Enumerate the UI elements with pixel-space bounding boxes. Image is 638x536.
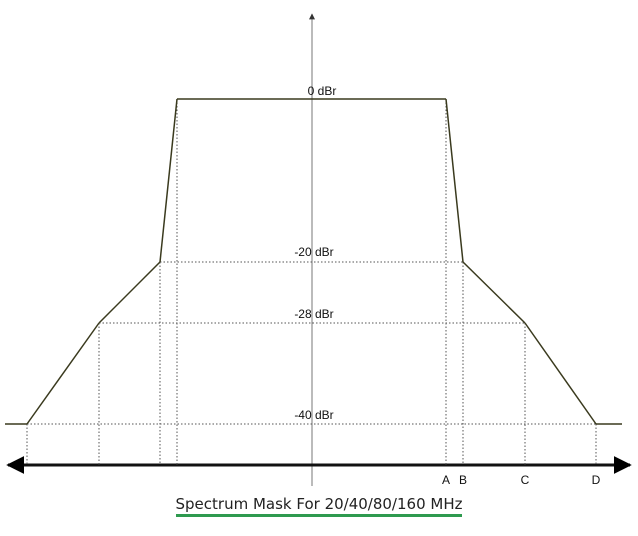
mask-segment: [524, 322, 597, 425]
mask-segment: [159, 98, 178, 263]
diagram-caption: Spectrum Mask For 20/40/80/160 MHz: [0, 495, 638, 517]
level-label-28: -28 dBr: [294, 307, 333, 321]
marker-label-d: D: [592, 473, 601, 487]
mask-segment: [445, 98, 464, 263]
level-label-40: -40 dBr: [294, 408, 333, 422]
marker-label-c: C: [521, 473, 530, 487]
level-label-20: -20 dBr: [294, 245, 333, 259]
marker-label-a: A: [442, 473, 450, 487]
level-label-0: 0 dBr: [308, 84, 337, 98]
mask-segment: [26, 322, 100, 425]
mask-segment: [462, 261, 526, 324]
marker-label-b: B: [459, 473, 467, 487]
mask-segment: [98, 261, 161, 324]
caption-text: Spectrum Mask For 20/40/80/160 MHz: [175, 495, 463, 517]
